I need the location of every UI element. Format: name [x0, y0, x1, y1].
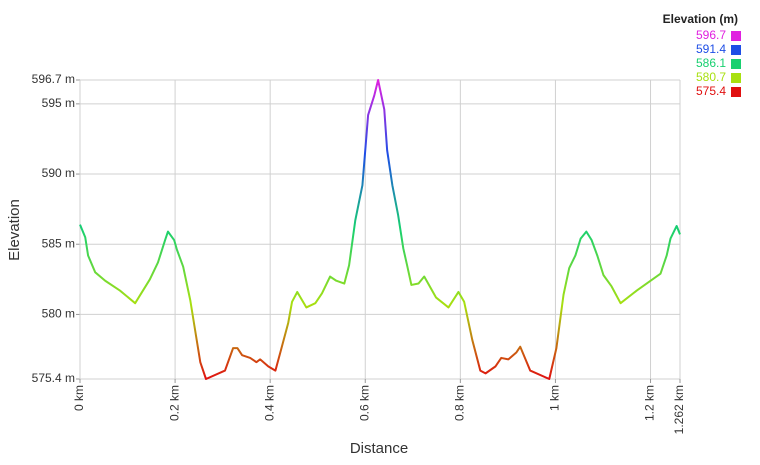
x-tick-label: 1 km [548, 385, 562, 411]
x-tick-label: 1.2 km [643, 385, 657, 421]
legend-swatch [731, 87, 741, 97]
x-axis-title: Distance [350, 440, 408, 457]
x-tick-label: 0.4 km [262, 385, 276, 421]
elevation-line [79, 79, 681, 380]
x-tick-label: 0.8 km [453, 385, 467, 421]
y-tick-label: 590 m [42, 166, 75, 180]
legend-swatch [731, 31, 741, 41]
y-axis-title: Elevation [6, 199, 23, 261]
y-tick-label: 595 m [42, 96, 75, 110]
legend-label: 596.7 [696, 28, 726, 42]
legend-label: 575.4 [696, 84, 726, 98]
y-tick-label: 585 m [42, 236, 75, 250]
legend-label: 591.4 [696, 42, 726, 56]
legend-title: Elevation (m) [663, 12, 738, 26]
legend-swatch [731, 45, 741, 55]
legend-label: 580.7 [696, 70, 726, 84]
y-tick-label: 596.7 m [32, 72, 75, 86]
x-tick-label: 1.262 km [672, 385, 686, 434]
x-tick-label: 0.2 km [167, 385, 181, 421]
x-tick-label: 0.6 km [357, 385, 371, 421]
y-tick-label: 580 m [42, 307, 75, 321]
legend-swatch [731, 73, 741, 83]
legend-label: 586.1 [696, 56, 726, 70]
legend-swatch [731, 59, 741, 69]
x-tick-label: 0 km [72, 385, 86, 411]
y-tick-label: 575.4 m [32, 371, 75, 385]
